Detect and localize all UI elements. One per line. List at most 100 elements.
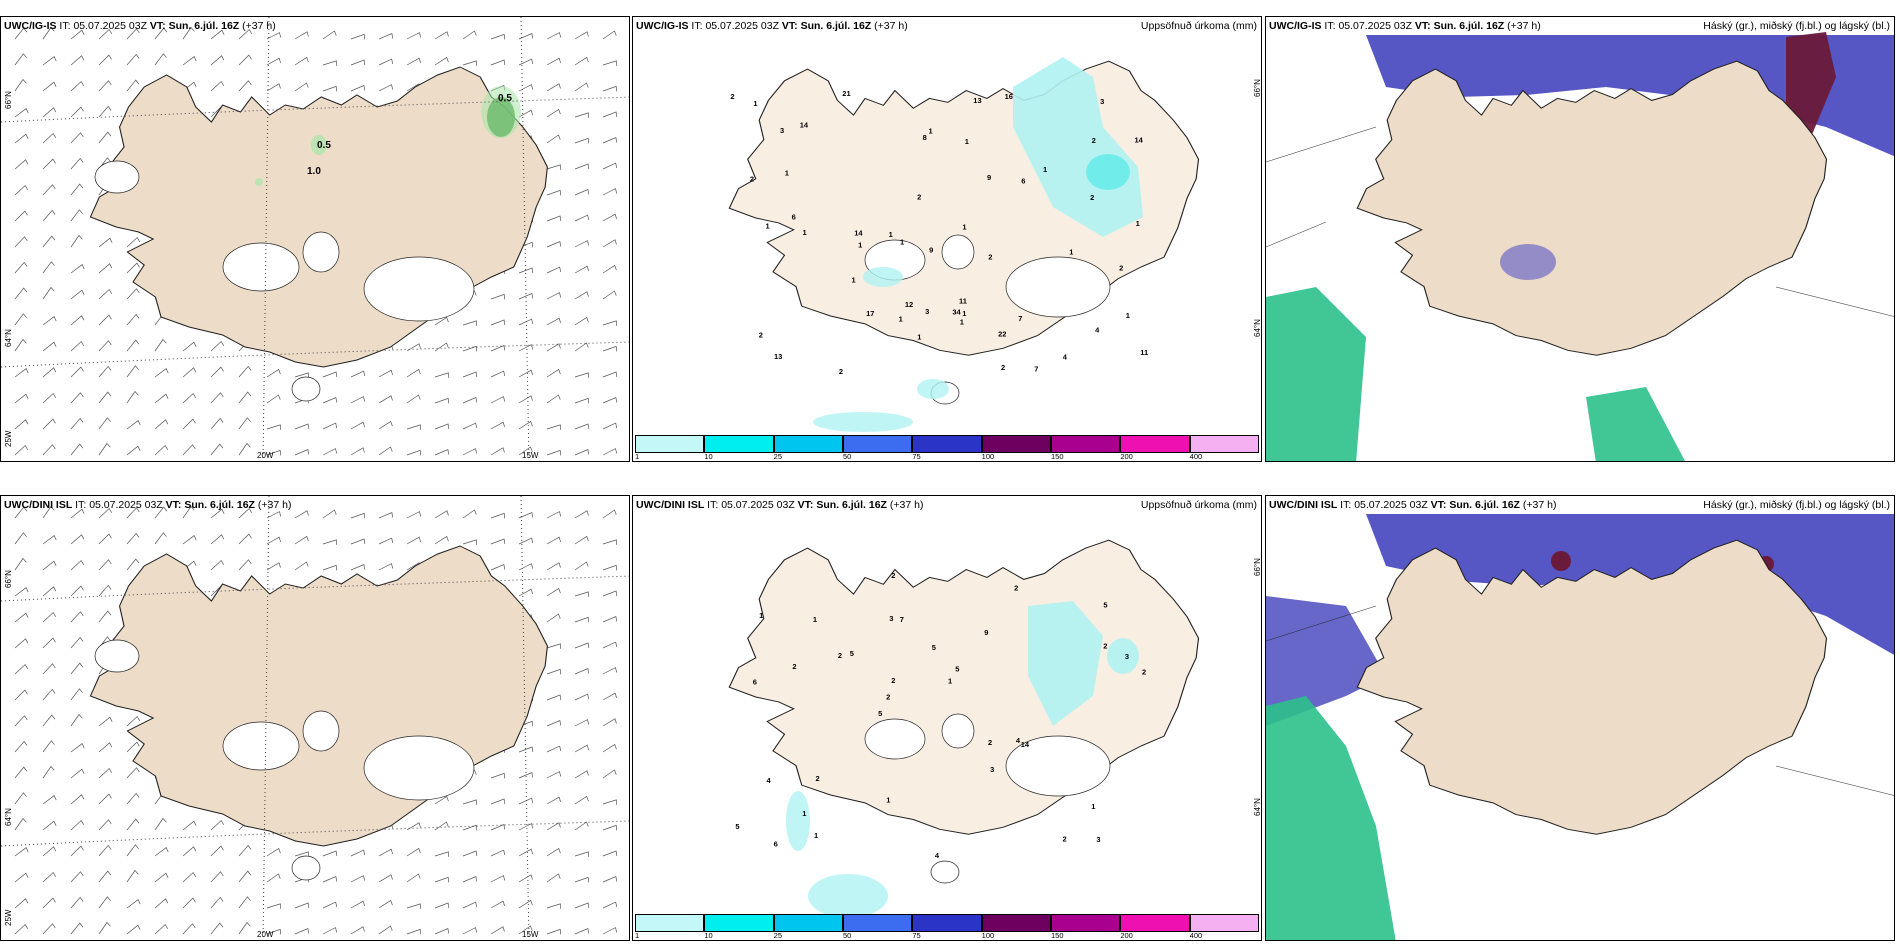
wind-barb bbox=[434, 56, 449, 66]
wind-barb bbox=[126, 507, 140, 519]
wind-barb bbox=[14, 532, 27, 545]
wind-barb bbox=[14, 210, 28, 222]
precip-value: 14 bbox=[1135, 136, 1144, 145]
legend-tick: 75 bbox=[912, 452, 921, 461]
wind-barb bbox=[434, 876, 450, 883]
wind-barb bbox=[98, 870, 112, 883]
wind-barb bbox=[126, 924, 141, 935]
wind-barb bbox=[574, 82, 589, 92]
wind-barb bbox=[574, 163, 590, 170]
wind-barb bbox=[602, 876, 618, 883]
wind-barb bbox=[266, 873, 281, 883]
wind-barb bbox=[42, 418, 56, 430]
wind-barb bbox=[378, 84, 394, 92]
precip-value: 2 bbox=[1014, 584, 1018, 593]
precip-value: 1 bbox=[1043, 165, 1047, 174]
wind-barb bbox=[546, 822, 561, 831]
lat-label: 66°N bbox=[1253, 558, 1262, 576]
precip-value: 14 bbox=[800, 121, 809, 130]
wind-barb bbox=[602, 692, 617, 701]
precip-map-dini[interactable]: UWC/DINI ISL IT: 05.07.2025 03Z VT: Sun.… bbox=[632, 495, 1262, 941]
wind-barb bbox=[70, 315, 85, 326]
legend-tick: 25 bbox=[773, 931, 782, 940]
precip-value: 12 bbox=[905, 300, 913, 309]
precip-map-igis[interactable]: UWC/IG-IS IT: 05.07.2025 03Z VT: Sun. 6.… bbox=[632, 16, 1262, 462]
wind-barb bbox=[70, 611, 84, 623]
wind-barb bbox=[98, 793, 112, 805]
lat-label: 66°N bbox=[4, 570, 13, 588]
wind-barb bbox=[406, 822, 421, 831]
wind-barb bbox=[406, 32, 422, 40]
wind-barb bbox=[574, 510, 589, 519]
wind-barb bbox=[462, 60, 478, 66]
wind-barb bbox=[518, 563, 534, 571]
wind-barb bbox=[14, 638, 29, 649]
wind-barb bbox=[350, 849, 366, 857]
wind-barb bbox=[14, 557, 27, 571]
wind-barb bbox=[462, 927, 478, 935]
wind-barb bbox=[70, 234, 83, 248]
wind-barb bbox=[406, 343, 421, 352]
wind-barb bbox=[14, 847, 29, 857]
precip-value: 5 bbox=[955, 665, 959, 674]
wind-barb bbox=[126, 445, 141, 456]
precip-value: 1 bbox=[1136, 219, 1140, 228]
wind-barb bbox=[462, 850, 478, 857]
wind-barb bbox=[266, 562, 281, 571]
wind-barb bbox=[602, 397, 618, 404]
wind-barb bbox=[70, 819, 85, 831]
wind-barb bbox=[350, 421, 365, 430]
wind-barb bbox=[350, 447, 365, 456]
wind-barb bbox=[322, 564, 338, 571]
wind-barb bbox=[574, 112, 590, 118]
wind-barb bbox=[574, 397, 590, 404]
precip-value: 2 bbox=[750, 175, 754, 184]
wind-barb bbox=[154, 506, 168, 519]
legend-swatch bbox=[1189, 914, 1259, 932]
wind-barb bbox=[294, 423, 310, 430]
wind-barb bbox=[518, 33, 534, 40]
precip-value: 1 bbox=[889, 230, 893, 239]
wind-barb bbox=[42, 637, 56, 649]
wind-map-igis[interactable]: UWC/IG-IS IT: 05.07.2025 03Z VT: Sun. 6.… bbox=[0, 16, 630, 462]
wind-barb bbox=[182, 26, 195, 40]
wind-barb bbox=[154, 817, 167, 831]
wind-barb bbox=[574, 449, 590, 456]
precip-legend-ticks: 1 10 25 50 75 100 150 200 400 bbox=[635, 452, 1259, 461]
cloud-map-igis[interactable]: UWC/IG-IS IT: 05.07.2025 03Z VT: Sun. 6.… bbox=[1265, 16, 1895, 462]
legend-swatch bbox=[1050, 435, 1121, 453]
precip-value: 1 bbox=[785, 169, 789, 178]
wind-barb bbox=[518, 797, 534, 805]
wind-barb bbox=[98, 54, 112, 66]
wind-barb bbox=[126, 767, 140, 779]
wind-barb bbox=[322, 422, 338, 430]
wind-barb bbox=[14, 872, 29, 883]
wind-barb bbox=[126, 532, 140, 545]
wind-barb bbox=[602, 85, 618, 92]
wind-barb bbox=[518, 899, 533, 909]
wind-barb bbox=[42, 209, 56, 222]
precip-value: 1 bbox=[759, 611, 763, 620]
wind-barb bbox=[378, 58, 394, 66]
wind-barb bbox=[462, 30, 477, 40]
wind-barb bbox=[154, 419, 169, 430]
wind-barb bbox=[70, 794, 85, 805]
wind-barb bbox=[574, 616, 590, 623]
wind-barb bbox=[98, 80, 112, 92]
wind-barb bbox=[126, 288, 140, 300]
wind-barb bbox=[434, 795, 449, 805]
wind-barb bbox=[574, 876, 590, 883]
wind-barb bbox=[126, 420, 141, 430]
wind-barb bbox=[294, 902, 310, 909]
wind-barb bbox=[546, 189, 562, 196]
wind-barb bbox=[70, 534, 85, 545]
precip-value: 3 bbox=[925, 307, 929, 316]
wind-barb bbox=[322, 850, 338, 857]
wind-map-dini[interactable]: UWC/DINI ISL IT: 05.07.2025 03Z VT: Sun.… bbox=[0, 495, 630, 941]
wind-barb bbox=[238, 391, 252, 404]
cloud-map-dini[interactable]: UWC/DINI ISL IT: 05.07.2025 03Z VT: Sun.… bbox=[1265, 495, 1895, 941]
wind-barb bbox=[350, 59, 366, 66]
wind-barb bbox=[350, 900, 365, 909]
precip-value: 34 bbox=[952, 308, 961, 317]
